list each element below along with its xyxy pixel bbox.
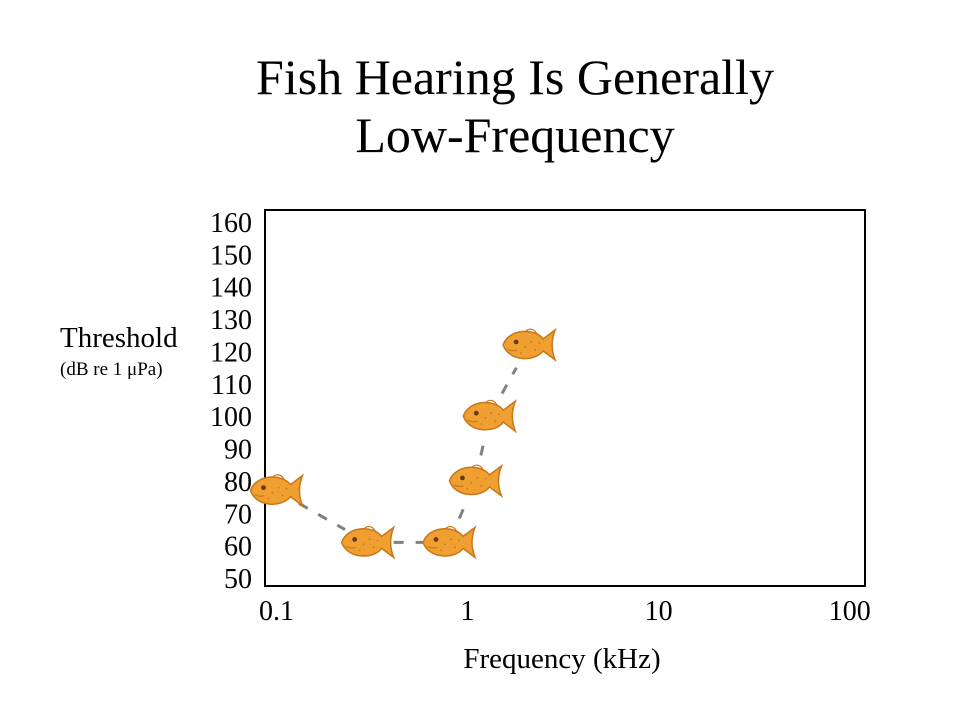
series-segment — [479, 441, 486, 456]
series-points — [249, 327, 557, 560]
y-tick-label: 110 — [211, 370, 252, 401]
x-axis-label: Frequency (kHz) — [463, 643, 660, 675]
series-segment — [500, 366, 518, 395]
goldfish-point — [448, 463, 504, 499]
y-tick-label: 60 — [224, 532, 252, 563]
y-tick-label: 140 — [210, 273, 252, 304]
y-tick-label: 80 — [224, 467, 252, 498]
goldfish-point — [422, 525, 477, 560]
y-tick-label: 160 — [210, 208, 252, 239]
x-tick-label: 10 — [645, 596, 673, 627]
y-tick-label: 130 — [210, 305, 252, 336]
goldfish-point — [249, 473, 305, 508]
y-axis-title: Threshold — [60, 322, 178, 354]
slide-title: Fish Hearing Is Generally Low-Frequency — [120, 48, 910, 164]
goldfish-point — [340, 525, 396, 560]
y-tick-label: 70 — [224, 499, 252, 530]
goldfish-point — [502, 327, 557, 363]
plot-frame — [264, 209, 866, 587]
y-tick-label: 50 — [224, 564, 252, 595]
x-tick-label: 100 — [829, 596, 871, 627]
series-segment — [298, 502, 346, 531]
y-axis-label: Threshold (dB re 1 μPa) — [60, 322, 188, 381]
y-axis-units: (dB re 1 μPa) — [60, 359, 163, 380]
x-tick-label: 1 — [461, 596, 475, 627]
y-tick-label: 120 — [210, 337, 252, 368]
slide-title-line-1: Fish Hearing Is Generally — [256, 49, 774, 105]
series-segment — [457, 504, 467, 520]
y-tick-label: 90 — [224, 435, 252, 466]
x-tick-label: 0.1 — [259, 596, 294, 627]
x-tick-labels: 0.1 1 10 100 — [259, 596, 871, 627]
y-tick-label: 150 — [210, 240, 252, 271]
y-tick-label: 100 — [210, 402, 252, 433]
series-line — [298, 366, 518, 544]
goldfish-point — [462, 398, 518, 434]
slide-title-line-2: Low-Frequency — [355, 107, 675, 163]
